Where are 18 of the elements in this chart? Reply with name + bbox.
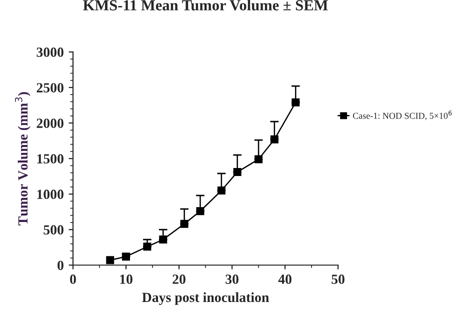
y-tick-label: 500 — [44, 225, 64, 235]
y-tick-label: 1500 — [37, 154, 64, 164]
y-tick-label: 2000 — [36, 118, 64, 128]
x-tick-label: 30 — [226, 274, 238, 284]
y-tick-label: 0 — [58, 260, 64, 270]
y-axis-title: Tumor Volume (mm$^{3}$) — [14, 92, 30, 226]
legend-label: Case-1: NOD SCID, 5×10$^{6}$ — [352, 110, 452, 120]
x-tick-label: 40 — [278, 274, 292, 284]
x-axis-title: Days post inoculation — [142, 292, 269, 305]
y-tick-label: 2500 — [36, 83, 64, 92]
y-tick-label: 1000 — [37, 190, 64, 200]
x-tick-label: 50 — [332, 274, 344, 284]
x-tick-label: 20 — [172, 274, 186, 284]
x-tick-label: 0 — [70, 274, 76, 284]
chart-title: KMS-11 Mean Tumor Volume ± SEM — [83, 0, 328, 11]
x-tick-label: 10 — [120, 274, 132, 284]
y-tick-label: 3000 — [36, 48, 64, 57]
point — [106, 256, 114, 264]
